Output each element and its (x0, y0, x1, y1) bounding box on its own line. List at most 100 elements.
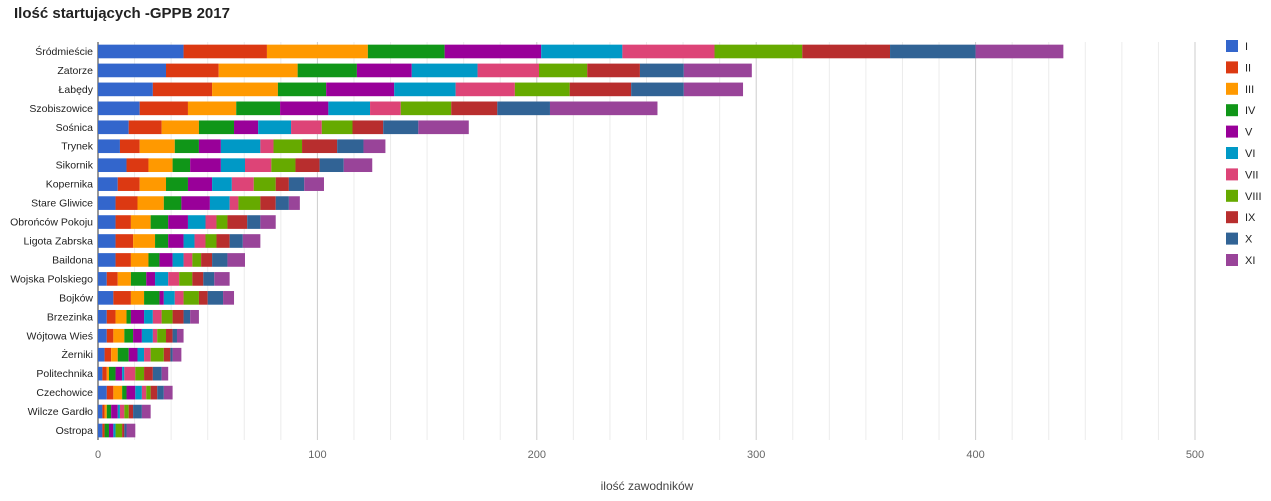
bar-segment[interactable] (280, 101, 329, 116)
bar-segment[interactable] (108, 366, 116, 381)
bar-segment[interactable] (394, 82, 456, 97)
bar-segment[interactable] (363, 139, 386, 154)
bar-segment[interactable] (111, 347, 118, 362)
bar-segment[interactable] (260, 139, 274, 154)
bar-segment[interactable] (587, 63, 640, 78)
bar-segment[interactable] (137, 196, 164, 210)
bar-segment[interactable] (288, 177, 305, 191)
bar-segment[interactable] (229, 196, 239, 210)
bar-segment[interactable] (98, 215, 116, 229)
bar-segment[interactable] (139, 177, 167, 191)
bar-segment[interactable] (275, 177, 289, 191)
bar-segment[interactable] (172, 309, 184, 324)
bar-segment[interactable] (98, 177, 118, 191)
bar-segment[interactable] (326, 82, 395, 97)
bar-segment[interactable] (216, 234, 230, 248)
bar-segment[interactable] (343, 158, 373, 173)
bar-segment[interactable] (119, 404, 125, 419)
bar-segment[interactable] (159, 291, 164, 305)
bar-segment[interactable] (152, 366, 162, 381)
bar-segment[interactable] (133, 234, 156, 248)
bar-segment[interactable] (266, 44, 368, 59)
bar-segment[interactable] (273, 139, 303, 154)
bar-segment[interactable] (321, 120, 353, 135)
bar-segment[interactable] (352, 120, 384, 135)
bar-segment[interactable] (288, 196, 300, 210)
bar-segment[interactable] (98, 347, 105, 362)
bar-segment[interactable] (418, 120, 469, 135)
bar-segment[interactable] (166, 328, 173, 343)
bar-segment[interactable] (227, 253, 245, 267)
bar-segment[interactable] (98, 101, 140, 116)
bar-segment[interactable] (212, 177, 232, 191)
bar-segment[interactable] (104, 423, 109, 438)
bar-segment[interactable] (168, 234, 184, 248)
bar-segment[interactable] (304, 177, 324, 191)
bar-segment[interactable] (115, 366, 123, 381)
bar-segment[interactable] (146, 385, 151, 400)
bar-segment[interactable] (130, 272, 147, 286)
bar-segment[interactable] (130, 309, 145, 324)
bar-segment[interactable] (367, 44, 445, 59)
bar-segment[interactable] (216, 215, 228, 229)
bar-segment[interactable] (124, 423, 127, 438)
bar-segment[interactable] (98, 291, 114, 305)
bar-segment[interactable] (302, 139, 338, 154)
bar-segment[interactable] (130, 253, 149, 267)
bar-segment[interactable] (113, 423, 116, 438)
bar-segment[interactable] (119, 139, 140, 154)
bar-segment[interactable] (130, 291, 145, 305)
bar-segment[interactable] (124, 366, 136, 381)
bar-segment[interactable] (229, 234, 243, 248)
bar-segment[interactable] (275, 196, 289, 210)
bar-segment[interactable] (538, 63, 588, 78)
bar-segment[interactable] (244, 158, 272, 173)
bar-segment[interactable] (126, 423, 136, 438)
bar-segment[interactable] (163, 385, 173, 400)
bar-segment[interactable] (168, 215, 188, 229)
bar-segment[interactable] (102, 404, 105, 419)
bar-segment[interactable] (144, 309, 153, 324)
bar-segment[interactable] (192, 272, 204, 286)
bar-segment[interactable] (205, 234, 217, 248)
bar-segment[interactable] (179, 272, 193, 286)
bar-segment[interactable] (98, 423, 103, 438)
bar-segment[interactable] (714, 44, 803, 59)
bar-segment[interactable] (128, 347, 138, 362)
bar-segment[interactable] (144, 291, 160, 305)
bar-segment[interactable] (117, 347, 129, 362)
bar-segment[interactable] (98, 385, 107, 400)
bar-segment[interactable] (128, 120, 162, 135)
bar-segment[interactable] (106, 366, 109, 381)
bar-segment[interactable] (890, 44, 976, 59)
bar-segment[interactable] (356, 63, 412, 78)
bar-segment[interactable] (152, 82, 213, 97)
bar-segment[interactable] (205, 215, 217, 229)
bar-segment[interactable] (163, 291, 175, 305)
bar-segment[interactable] (106, 309, 116, 324)
bar-segment[interactable] (174, 139, 199, 154)
bar-segment[interactable] (295, 158, 320, 173)
bar-segment[interactable] (514, 82, 570, 97)
bar-segment[interactable] (212, 253, 228, 267)
bar-segment[interactable] (183, 234, 195, 248)
bar-segment[interactable] (98, 328, 107, 343)
bar-segment[interactable] (150, 385, 158, 400)
bar-segment[interactable] (802, 44, 891, 59)
bar-segment[interactable] (122, 385, 127, 400)
bar-segment[interactable] (113, 385, 123, 400)
bar-segment[interactable] (124, 328, 134, 343)
bar-segment[interactable] (549, 101, 658, 116)
bar-segment[interactable] (152, 328, 158, 343)
bar-segment[interactable] (370, 101, 401, 116)
bar-segment[interactable] (190, 158, 221, 173)
bar-segment[interactable] (176, 328, 184, 343)
bar-segment[interactable] (157, 385, 164, 400)
bar-segment[interactable] (631, 82, 684, 97)
bar-segment[interactable] (115, 309, 127, 324)
bar-segment[interactable] (128, 404, 134, 419)
bar-segment[interactable] (220, 139, 261, 154)
bar-segment[interactable] (161, 309, 173, 324)
bar-segment[interactable] (297, 63, 357, 78)
bar-segment[interactable] (113, 291, 131, 305)
